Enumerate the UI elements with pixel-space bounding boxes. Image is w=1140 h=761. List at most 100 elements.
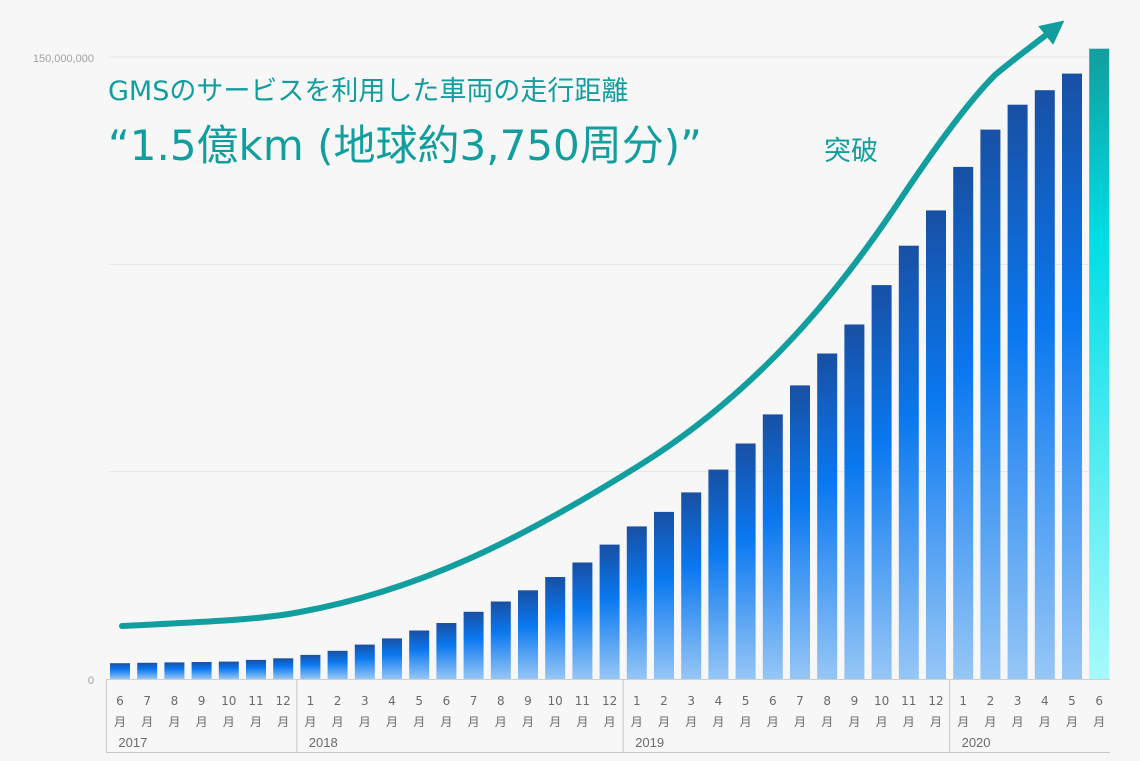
x-tick-label-month: 6 <box>116 694 124 708</box>
bar <box>490 601 511 679</box>
x-tick-label-month: 2 <box>334 694 342 708</box>
x-tick-label-month: 10 <box>548 694 563 708</box>
trend-arrow-icon <box>119 20 1065 629</box>
x-tick-label-month: 2 <box>660 694 668 708</box>
bar <box>654 511 674 679</box>
x-tick-label-month: 8 <box>823 694 831 708</box>
x-tick-label-month-unit: 月 <box>848 715 860 729</box>
x-tick-label-month: 5 <box>415 694 423 708</box>
x-tick-label-month: 3 <box>1014 694 1022 708</box>
x-tick-label-month-unit: 月 <box>984 715 996 729</box>
bar <box>871 285 892 679</box>
x-tick-label-month-unit: 月 <box>495 715 507 729</box>
y-tick-label-max: 150,000,000 <box>33 53 94 65</box>
x-tick-label-month-unit: 月 <box>1012 715 1024 729</box>
x-tick-label-month-unit: 月 <box>685 715 697 729</box>
x-tick-label-month-unit: 月 <box>1066 715 1078 729</box>
bar <box>898 245 919 679</box>
bar <box>817 353 838 679</box>
bar <box>708 469 729 679</box>
title-line-1: GMSのサービスを利用した車両の走行距離 <box>108 76 628 107</box>
x-tick-label-month: 7 <box>470 694 478 708</box>
x-tick-label-month: 8 <box>171 694 179 708</box>
bar <box>926 210 946 679</box>
x-tick-label-month-unit: 月 <box>168 715 180 729</box>
year-label: 2018 <box>309 735 338 750</box>
x-tick-label-month: 6 <box>1095 694 1103 708</box>
x-tick-label-month: 10 <box>221 694 236 708</box>
x-tick-label-month-unit: 月 <box>468 715 480 729</box>
x-tick-label-month-unit: 月 <box>1039 715 1051 729</box>
x-tick-label-month-unit: 月 <box>386 715 398 729</box>
x-tick-label-month: 3 <box>361 694 369 708</box>
x-tick-label-month: 4 <box>715 694 723 708</box>
bar <box>1034 90 1055 679</box>
x-tick-label-month-unit: 月 <box>522 715 534 729</box>
year-label: 2020 <box>962 735 991 750</box>
x-tick-label-month: 12 <box>928 694 943 708</box>
x-tick-label-month-unit: 月 <box>223 715 235 729</box>
x-tick-label-month-unit: 月 <box>604 715 616 729</box>
bar <box>327 650 348 679</box>
bar <box>246 659 266 679</box>
x-tick-label-month: 9 <box>198 694 206 708</box>
x-tick-label-month-unit: 月 <box>141 715 153 729</box>
y-axis-ticks: 150,000,000 0 <box>33 53 94 687</box>
x-tick-label-month: 4 <box>1041 694 1049 708</box>
x-tick-label-month-unit: 月 <box>767 715 779 729</box>
x-tick-label-month: 7 <box>796 694 804 708</box>
year-label: 2017 <box>118 735 147 750</box>
x-tick-label-month-unit: 月 <box>658 715 670 729</box>
x-tick-label-month-unit: 月 <box>332 715 344 729</box>
x-tick-label-month: 1 <box>959 694 967 708</box>
x-tick-label-month-unit: 月 <box>631 715 643 729</box>
x-tick-label-month-unit: 月 <box>250 715 262 729</box>
x-tick-label-month: 2 <box>987 694 995 708</box>
x-tick-label-month-unit: 月 <box>903 715 915 729</box>
bar <box>1007 104 1028 679</box>
bar <box>463 611 484 679</box>
bar <box>762 414 783 679</box>
bar <box>735 443 756 679</box>
bar <box>844 324 865 679</box>
bar <box>300 654 321 679</box>
bar <box>1062 73 1082 680</box>
bar <box>599 544 620 679</box>
x-tick-label-month: 3 <box>687 694 695 708</box>
x-tick-label-month-unit: 月 <box>794 715 806 729</box>
x-tick-label-month: 8 <box>497 694 505 708</box>
x-tick-label-month-unit: 月 <box>576 715 588 729</box>
bar <box>790 385 810 679</box>
x-tick-label-month-unit: 月 <box>277 715 289 729</box>
x-tick-label-month-unit: 月 <box>549 715 561 729</box>
x-tick-label-month: 11 <box>575 694 590 708</box>
x-tick-label-month-unit: 月 <box>930 715 942 729</box>
x-tick-label-month: 5 <box>742 694 750 708</box>
bar <box>518 590 538 679</box>
x-tick-label-month: 4 <box>388 694 396 708</box>
bar <box>137 662 158 679</box>
x-tick-label-month-unit: 月 <box>413 715 425 729</box>
bar-highlight <box>1089 48 1110 679</box>
x-axis: 6月7月8月9月10月11月12月1月2月3月4月5月6月7月8月9月10月11… <box>105 679 1110 753</box>
x-tick-label-month-unit: 月 <box>957 715 969 729</box>
bar <box>572 562 593 679</box>
bar <box>545 577 566 679</box>
title-suffix: 突破 <box>824 136 878 167</box>
bar <box>436 623 457 679</box>
year-label: 2019 <box>635 735 664 750</box>
x-tick-label-month-unit: 月 <box>440 715 452 729</box>
x-tick-label-month-unit: 月 <box>304 715 316 729</box>
x-tick-label-month-unit: 月 <box>1093 715 1105 729</box>
bar <box>110 663 130 679</box>
x-tick-label-month-unit: 月 <box>712 715 724 729</box>
x-tick-label-month-unit: 月 <box>196 715 208 729</box>
bar <box>953 166 974 679</box>
bar <box>191 662 212 679</box>
x-tick-label-month: 9 <box>524 694 532 708</box>
title-line-2: “1.5億km (地球約3,750周分)” <box>108 121 702 170</box>
x-tick-label-month: 7 <box>143 694 151 708</box>
x-tick-label-month-unit: 月 <box>876 715 888 729</box>
